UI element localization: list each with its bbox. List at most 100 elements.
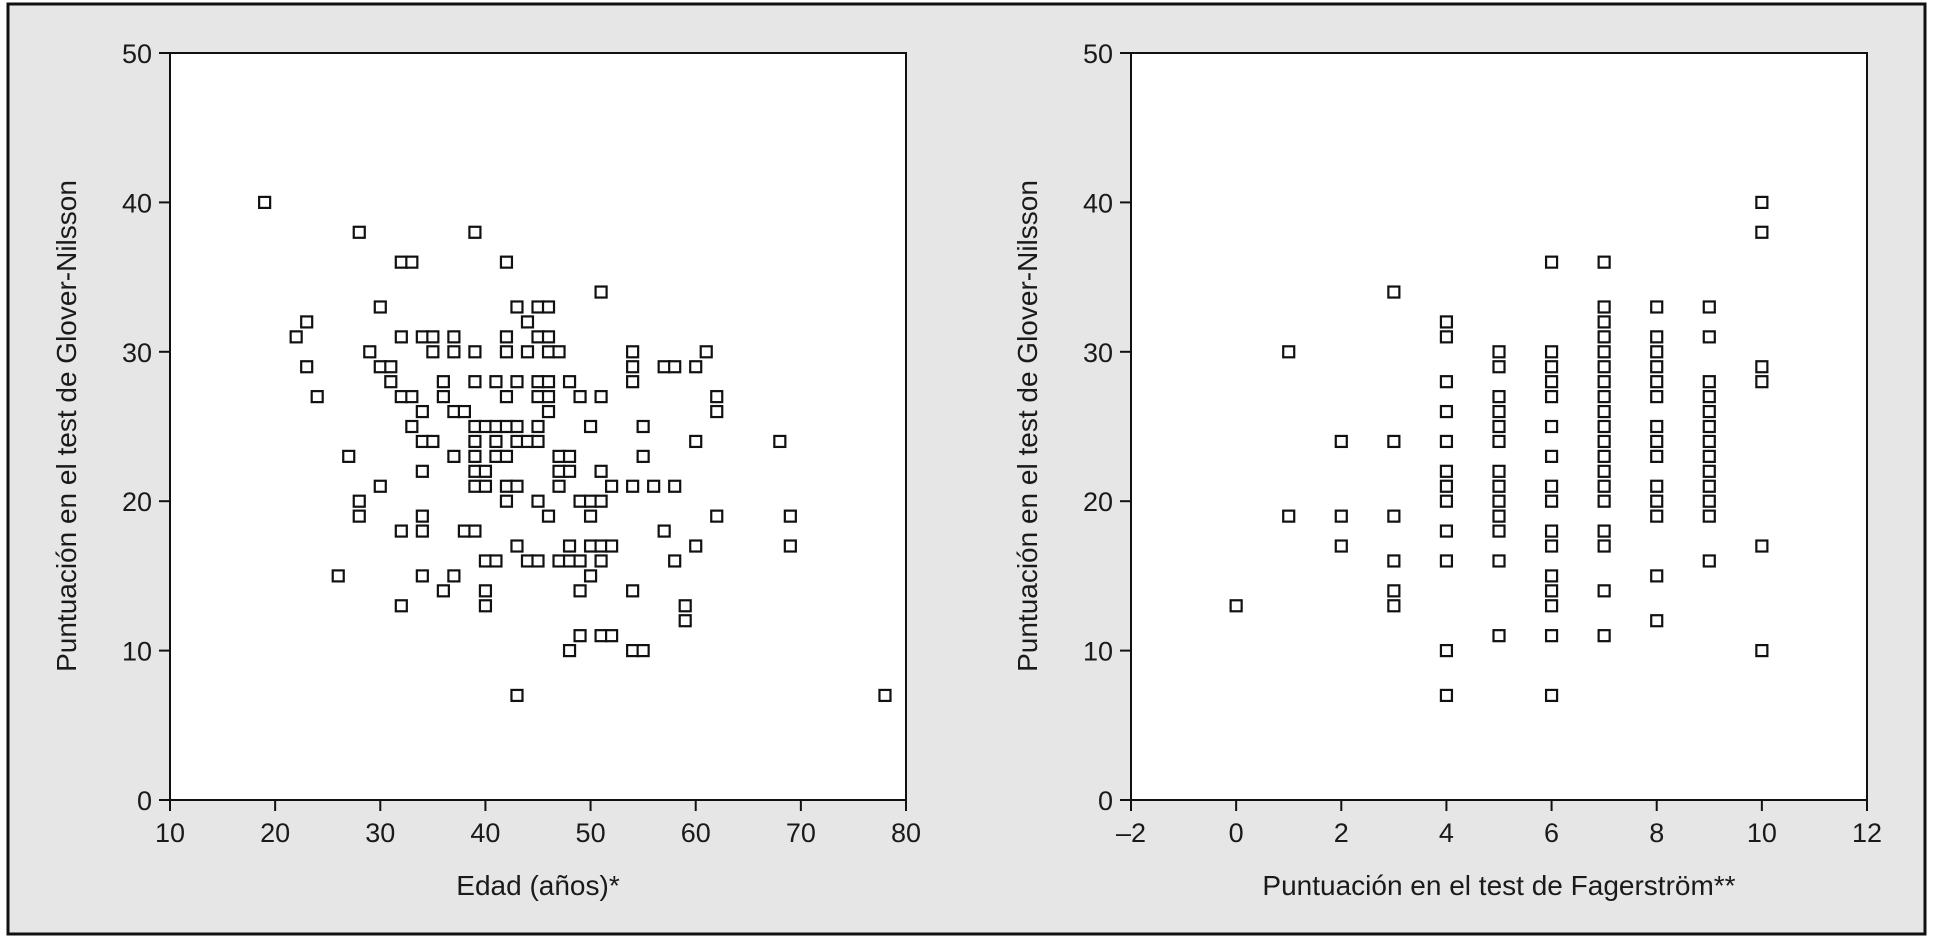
data-point <box>552 449 566 463</box>
data-point <box>531 300 545 314</box>
data-point <box>1650 419 1664 434</box>
data-point <box>1439 330 1454 344</box>
data-point <box>510 419 524 434</box>
data-point <box>1439 404 1454 419</box>
data-point <box>773 434 787 449</box>
data-point <box>604 479 619 493</box>
data-point <box>415 509 429 523</box>
data-point <box>1702 390 1716 404</box>
data-point <box>710 509 724 523</box>
data-point <box>1544 449 1559 463</box>
x-tick-label: 4 <box>1439 818 1454 848</box>
data-point <box>1702 375 1716 389</box>
data-point <box>352 494 366 508</box>
data-point <box>710 404 724 419</box>
data-point <box>1439 643 1454 658</box>
data-point <box>1544 255 1559 269</box>
x-tick-label: 80 <box>891 818 921 848</box>
y-tick-label: 0 <box>137 786 152 816</box>
data-point <box>573 629 587 643</box>
data-point <box>1755 195 1769 209</box>
data-point <box>1597 255 1611 269</box>
data-point <box>594 285 608 299</box>
data-point <box>541 390 556 404</box>
data-point <box>352 225 366 239</box>
data-point <box>499 345 514 359</box>
data-point <box>1650 345 1664 359</box>
data-point <box>1597 404 1611 419</box>
data-point <box>478 554 493 568</box>
data-point <box>384 360 398 374</box>
data-point <box>352 509 366 523</box>
data-point <box>415 524 429 538</box>
data-point <box>510 479 524 493</box>
data-point <box>562 554 577 568</box>
data-point <box>468 479 482 493</box>
data-point <box>1387 584 1401 598</box>
data-point <box>394 330 408 344</box>
data-point <box>626 345 640 359</box>
data-point <box>447 569 461 583</box>
data-point <box>604 539 619 553</box>
data-point <box>1650 300 1664 314</box>
data-point <box>1492 494 1506 508</box>
data-point <box>405 390 419 404</box>
data-point <box>1544 390 1559 404</box>
data-point <box>541 375 556 389</box>
data-point <box>1544 599 1559 613</box>
data-point <box>499 419 514 434</box>
data-point <box>1650 360 1664 374</box>
data-point <box>1229 599 1243 613</box>
data-point <box>1439 524 1454 538</box>
data-point <box>647 479 661 493</box>
data-point <box>1544 360 1559 374</box>
data-point <box>541 404 556 419</box>
data-point <box>1492 464 1506 478</box>
data-point <box>1439 464 1454 478</box>
data-point <box>373 479 387 493</box>
data-point <box>689 539 703 553</box>
data-point <box>783 539 797 553</box>
data-points <box>1229 195 1769 703</box>
data-point <box>489 554 503 568</box>
data-point <box>1439 375 1454 389</box>
data-point <box>626 479 640 493</box>
data-point <box>636 449 650 463</box>
y-tick-label: 30 <box>122 338 152 368</box>
data-point <box>594 464 608 478</box>
data-point <box>520 315 535 329</box>
data-point <box>1702 554 1716 568</box>
data-point <box>583 539 598 553</box>
data-point <box>1439 434 1454 449</box>
data-point <box>457 524 471 538</box>
data-point <box>1597 330 1611 344</box>
data-point <box>489 434 503 449</box>
data-point <box>1597 375 1611 389</box>
data-point <box>468 524 482 538</box>
data-point <box>1544 419 1559 434</box>
data-point <box>1650 509 1664 523</box>
data-point <box>1597 300 1611 314</box>
x-axis-label: Puntuación en el test de Fagerström** <box>1262 870 1735 901</box>
x-tick-label: 50 <box>576 818 606 848</box>
data-point <box>1282 345 1296 359</box>
data-point <box>531 330 545 344</box>
data-point <box>289 330 303 344</box>
data-point <box>1492 629 1506 643</box>
data-point <box>1439 494 1454 508</box>
x-tick-label: 8 <box>1649 818 1664 848</box>
data-point <box>1334 509 1348 523</box>
y-axis-label: Puntuación en el test de Glover-Nilsson <box>1012 180 1043 672</box>
data-point <box>415 404 429 419</box>
data-point <box>531 554 545 568</box>
data-point <box>668 360 682 374</box>
x-tick-label: 6 <box>1544 818 1559 848</box>
data-point <box>1650 390 1664 404</box>
y-tick-label: 20 <box>1083 487 1113 517</box>
data-point <box>510 434 524 449</box>
data-point <box>1702 419 1716 434</box>
data-point <box>468 225 482 239</box>
data-point <box>562 464 577 478</box>
data-point <box>626 643 640 658</box>
